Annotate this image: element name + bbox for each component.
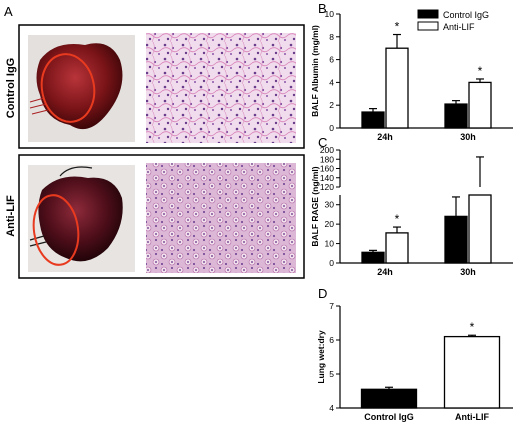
y-tick-label: 20 (325, 219, 335, 229)
y-tick-label: 5 (329, 369, 334, 379)
row-frame (18, 154, 305, 279)
bar (444, 215, 468, 264)
bar (385, 47, 409, 129)
category-label: Anti-LIF (455, 412, 489, 422)
heart-image (38, 176, 123, 262)
bar (385, 232, 409, 264)
significance-mark: * (478, 64, 483, 78)
y-tick-label: 6 (329, 55, 334, 65)
y-tick-label: 6 (329, 335, 334, 345)
y-tick-label: 10 (325, 239, 335, 249)
bar (443, 335, 501, 409)
heart-image (36, 43, 123, 130)
suture-lines (29, 166, 93, 247)
category-label: 30h (460, 132, 476, 142)
y-tick-label: 4 (329, 403, 334, 413)
y-tick-label: 0 (329, 123, 334, 133)
y-tick-label: 2 (329, 100, 334, 110)
highlight-ellipse (32, 194, 80, 266)
suture-lines (29, 97, 49, 115)
bar (361, 251, 385, 264)
y-tick-label: 160 (320, 164, 334, 174)
panel-letter-c: C (318, 135, 327, 150)
panel-letter-d: D (318, 286, 327, 301)
category-label: 30h (460, 267, 476, 277)
panel-letter-b: B (318, 1, 327, 16)
row-label-antilif: Anti-LIF (5, 195, 17, 237)
histology-control (146, 33, 296, 143)
category-label: Control IgG (364, 412, 414, 422)
bar (468, 81, 492, 129)
y-tick-label: 200 (320, 145, 334, 155)
panel-a-row-antilif: Anti-LIF (5, 154, 305, 279)
y-tick-label: 10 (325, 9, 335, 19)
panel-a-row-control: Control IgG (5, 24, 305, 149)
bar (360, 388, 418, 409)
row-label-control: Control IgG (5, 58, 17, 119)
histology-antilif (146, 163, 296, 273)
significance-mark: * (395, 212, 400, 226)
chart-b: B 0 2 4 6 8 10 BALF Albumin (mg/ml) 24h * 30h * Cont… (310, 1, 513, 142)
panel-letter-a: A (4, 4, 13, 19)
category-label: 24h (377, 267, 393, 277)
y-axis-label: BALF Albumin (mg/ml) (310, 25, 320, 117)
bar-lower-segment (468, 194, 492, 264)
significance-mark: * (395, 20, 400, 34)
y-tick-label: 30 (325, 200, 335, 210)
y-axis-label: BALF RAGE (ng/ml) (310, 166, 320, 246)
significance-mark: * (470, 320, 475, 334)
row-frame (18, 24, 305, 149)
y-tick-label: 8 (329, 32, 334, 42)
y-tick-label: 140 (320, 173, 334, 183)
legend-label: Anti-LIF (443, 22, 475, 32)
legend-swatch (417, 21, 439, 31)
y-tick-label: 4 (329, 77, 334, 87)
y-tick-label: 120 (320, 182, 334, 192)
bar (444, 103, 468, 129)
bar (361, 111, 385, 129)
chart-d: D 4 5 6 7 Lung wet:dry Control IgG Anti-LIF * (316, 286, 513, 422)
y-tick-label: 180 (320, 154, 334, 164)
legend-swatch (417, 9, 439, 19)
category-label: 24h (377, 132, 393, 142)
y-tick-label: 0 (329, 258, 334, 268)
legend-label: Control IgG (443, 10, 489, 20)
highlight-ellipse (40, 53, 96, 123)
y-tick-label: 7 (329, 301, 334, 311)
y-axis-label: Lung wet:dry (316, 330, 326, 384)
